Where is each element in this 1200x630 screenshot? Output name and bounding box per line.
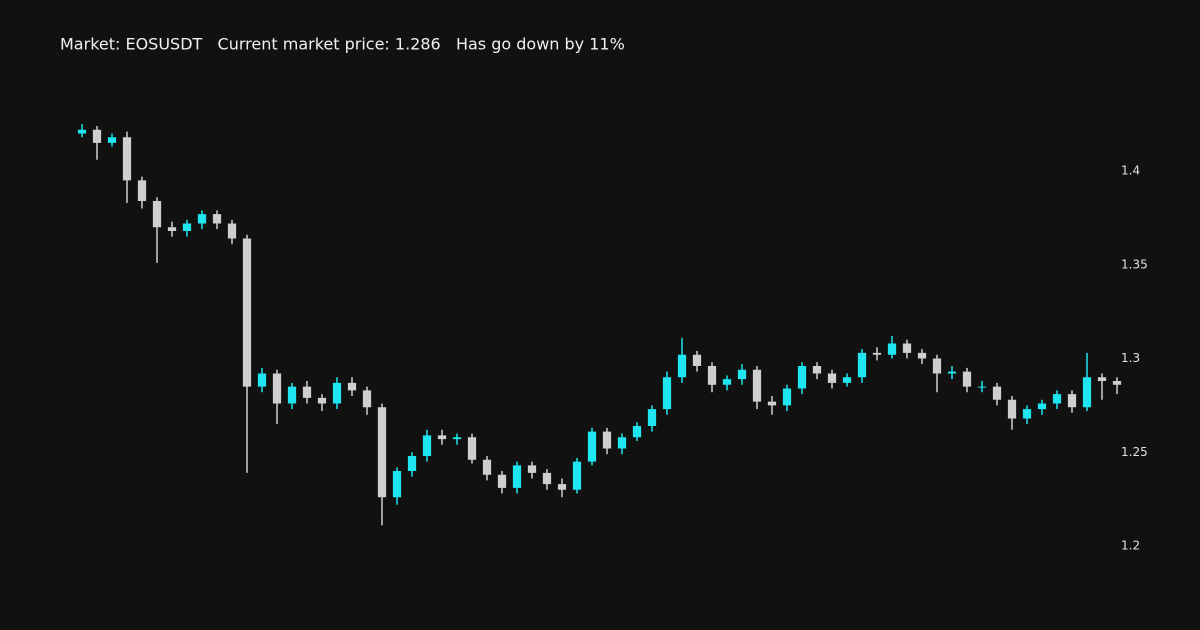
candle-body	[302, 386, 312, 398]
candle-body	[587, 431, 597, 462]
candle-body	[257, 373, 267, 387]
candle-body	[797, 366, 807, 389]
candle-body	[662, 377, 672, 410]
candle-body	[392, 471, 402, 498]
y-tick-label: 1.3	[1121, 351, 1140, 365]
candle-body	[1007, 399, 1017, 419]
candle-body	[722, 379, 732, 385]
candle-body	[272, 373, 282, 404]
candle-body	[947, 371, 957, 374]
y-tick-label: 1.35	[1121, 257, 1148, 271]
candle-body	[212, 214, 222, 224]
candle-body	[362, 390, 372, 408]
candle-body	[182, 223, 192, 231]
candle-body	[437, 435, 447, 440]
candle-body	[242, 238, 252, 387]
y-tick-label: 1.25	[1121, 445, 1148, 459]
candle-body	[677, 354, 687, 378]
candle-body	[77, 129, 87, 134]
candle-body	[197, 214, 207, 224]
y-tick-label: 1.2	[1121, 539, 1140, 553]
candle-body	[872, 352, 882, 355]
candle-body	[167, 227, 177, 231]
candle-body	[92, 129, 102, 143]
candle-body	[122, 137, 132, 181]
candle-body	[1097, 377, 1107, 381]
candle-body	[407, 456, 417, 471]
candle-body	[617, 437, 627, 449]
chart-title: Market: EOSUSDT Current market price: 1.…	[60, 35, 625, 54]
candle-body	[317, 397, 327, 404]
candle-body	[707, 366, 717, 385]
candle-body	[902, 343, 912, 353]
candle-body	[1052, 394, 1062, 404]
candle-body	[842, 377, 852, 383]
candle-body	[542, 472, 552, 485]
candle-body	[287, 386, 297, 404]
candle-body	[152, 201, 162, 228]
candle-body	[227, 223, 237, 239]
candle-body	[452, 437, 462, 440]
candle-body	[572, 461, 582, 490]
candle-body	[1037, 403, 1047, 410]
candle-body	[632, 426, 642, 438]
candle-body	[422, 435, 432, 456]
candle-body	[857, 352, 867, 378]
candle-body	[332, 382, 342, 404]
candle-body	[377, 407, 387, 498]
candle-body	[602, 431, 612, 449]
candle-body	[737, 369, 747, 380]
candle-body	[692, 354, 702, 366]
candle-body	[812, 366, 822, 374]
candle-body	[557, 484, 567, 490]
candle-body	[1022, 409, 1032, 419]
candle-body	[497, 474, 507, 488]
candle-body	[482, 459, 492, 475]
candle-body	[992, 386, 1002, 400]
candle-body	[107, 137, 117, 143]
candle-body	[917, 352, 927, 359]
candle-body	[977, 386, 987, 388]
candle-body	[752, 369, 762, 402]
y-tick-label: 1.4	[1121, 164, 1140, 178]
candle-body	[932, 358, 942, 374]
candle-body	[767, 401, 777, 406]
candle-body	[1067, 394, 1077, 408]
candle-body	[782, 388, 792, 406]
candle-body	[887, 343, 897, 355]
candle-body	[527, 465, 537, 473]
candle-body	[827, 373, 837, 383]
candle-body	[347, 382, 357, 391]
candle-body	[512, 465, 522, 488]
candle-body	[647, 409, 657, 426]
candle-body	[137, 180, 147, 201]
candle-body	[1082, 377, 1092, 408]
candle-body	[467, 437, 477, 460]
candle-body	[962, 371, 972, 387]
candle-body	[1112, 381, 1122, 385]
